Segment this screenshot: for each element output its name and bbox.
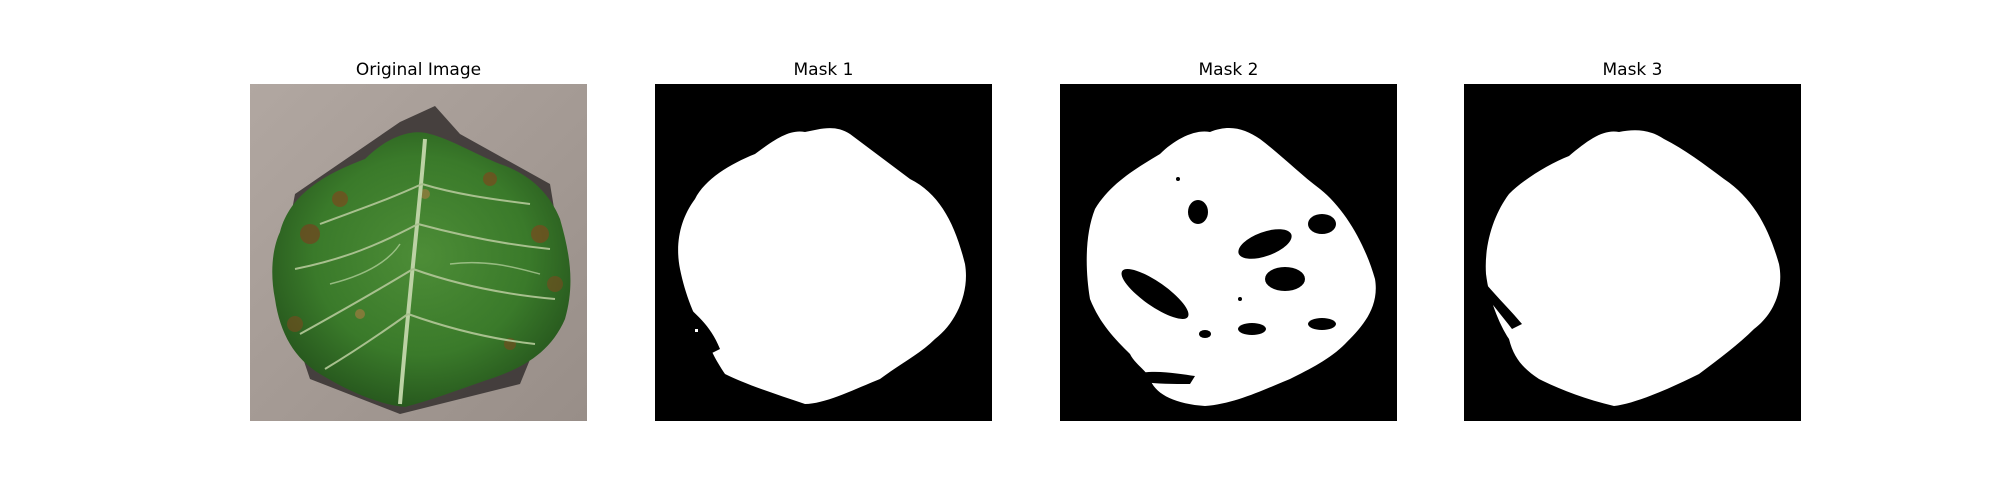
panel-title: Mask 3 xyxy=(1602,60,1663,80)
panel-title: Mask 1 xyxy=(793,60,854,80)
panel-mask-3: Mask 3 xyxy=(1464,60,1801,422)
panel-mask-1: Mask 1 xyxy=(655,60,992,422)
panel-mask-2: Mask 2 xyxy=(1060,60,1397,422)
leaf-photo xyxy=(250,84,587,421)
mask-image xyxy=(1464,84,1801,421)
mask-image xyxy=(655,84,992,421)
panel-original-image: Original Image xyxy=(250,60,587,422)
mask-image xyxy=(1060,84,1397,421)
panel-title: Mask 2 xyxy=(1198,60,1259,80)
panel-title: Original Image xyxy=(355,60,482,80)
